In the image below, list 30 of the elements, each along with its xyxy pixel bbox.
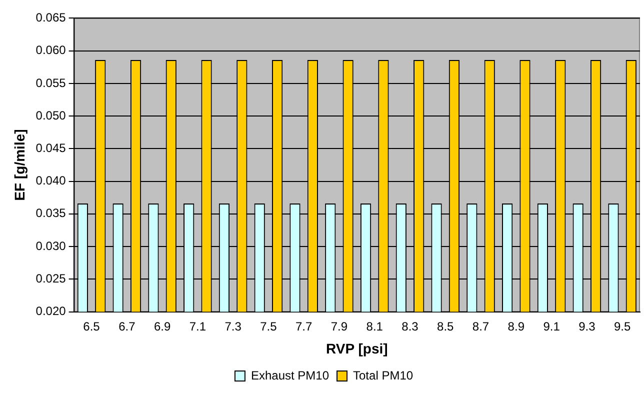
y-tick-label: 0.050 xyxy=(36,108,66,122)
legend-label: Total PM10 xyxy=(353,368,414,382)
x-tick-label: 8.1 xyxy=(366,319,384,334)
x-tick-label: 6.9 xyxy=(154,319,171,334)
x-tick-label: 8.5 xyxy=(437,319,454,334)
y-tick-label: 0.035 xyxy=(36,206,66,220)
y-tick-label: 0.065 xyxy=(36,10,66,25)
x-tick-label: 8.9 xyxy=(508,319,525,334)
y-tick-label: 0.060 xyxy=(36,43,66,58)
x-tick-label: 7.9 xyxy=(330,319,348,334)
legend-label: Exhaust PM10 xyxy=(250,368,330,382)
y-tick-label: 0.020 xyxy=(36,304,66,318)
y-tick-label: 0.055 xyxy=(36,76,66,90)
y-tick-label: 0.025 xyxy=(36,271,66,286)
x-tick-label: 9.1 xyxy=(543,319,560,334)
x-tick-label: 9.3 xyxy=(578,319,596,334)
x-tick-label: 6.5 xyxy=(83,319,100,334)
x-tick-label: 7.1 xyxy=(189,319,206,334)
x-axis-title: RVP [psi] xyxy=(326,340,388,356)
x-tick-label: 7.3 xyxy=(224,319,242,334)
x-tick-label: 7.7 xyxy=(295,319,312,334)
y-tick-label: 0.040 xyxy=(36,174,66,188)
y-axis-title: EF [g/mile] xyxy=(11,129,28,201)
x-tick-label: 6.7 xyxy=(118,319,136,334)
x-tick-label: 8.7 xyxy=(472,319,490,334)
x-tick-label: 8.3 xyxy=(402,319,419,334)
x-tick-label: 7.5 xyxy=(260,319,278,334)
y-tick-label: 0.030 xyxy=(36,238,66,253)
x-tick-label: 9.5 xyxy=(614,319,631,334)
y-tick-label: 0.045 xyxy=(36,141,66,155)
